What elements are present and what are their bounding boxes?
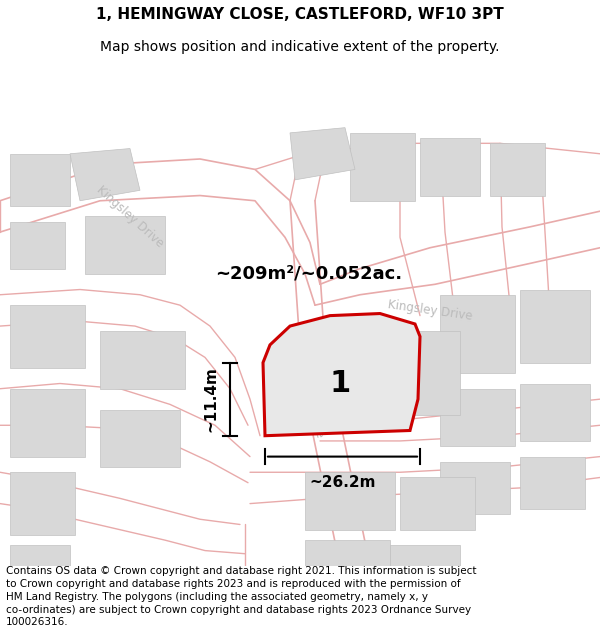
- Bar: [420, 138, 480, 196]
- Bar: [385, 331, 460, 415]
- Bar: [10, 154, 70, 206]
- Bar: [85, 216, 165, 274]
- Text: Contains OS data © Crown copyright and database right 2021. This information is : Contains OS data © Crown copyright and d…: [6, 566, 476, 625]
- Bar: [10, 546, 70, 566]
- Text: 1, HEMINGWAY CLOSE, CASTLEFORD, WF10 3PT: 1, HEMINGWAY CLOSE, CASTLEFORD, WF10 3PT: [96, 7, 504, 22]
- Bar: [10, 305, 85, 368]
- Bar: [390, 546, 460, 566]
- Text: Hemingway Close: Hemingway Close: [289, 339, 325, 438]
- Bar: [400, 478, 475, 530]
- Text: Map shows position and indicative extent of the property.: Map shows position and indicative extent…: [100, 40, 500, 54]
- Bar: [440, 389, 515, 446]
- Bar: [100, 331, 185, 389]
- Text: ~26.2m: ~26.2m: [309, 476, 376, 491]
- Bar: [100, 409, 180, 467]
- Bar: [10, 222, 65, 269]
- Bar: [305, 540, 390, 566]
- Bar: [440, 462, 510, 514]
- Bar: [440, 295, 515, 373]
- Text: 1: 1: [329, 369, 350, 398]
- Polygon shape: [263, 314, 420, 436]
- Text: ~11.4m: ~11.4m: [203, 366, 218, 432]
- Text: Kingsley Drive: Kingsley Drive: [387, 298, 473, 322]
- Bar: [520, 457, 585, 509]
- Bar: [520, 384, 590, 441]
- Bar: [305, 472, 395, 530]
- Text: ~209m²/~0.052ac.: ~209m²/~0.052ac.: [215, 265, 402, 283]
- Bar: [490, 143, 545, 196]
- Bar: [350, 133, 415, 201]
- Text: Kingsley Drive: Kingsley Drive: [94, 183, 166, 250]
- Polygon shape: [70, 149, 140, 201]
- Bar: [10, 472, 75, 535]
- Bar: [10, 389, 85, 457]
- Bar: [520, 289, 590, 362]
- Polygon shape: [290, 127, 355, 180]
- Bar: [300, 331, 380, 415]
